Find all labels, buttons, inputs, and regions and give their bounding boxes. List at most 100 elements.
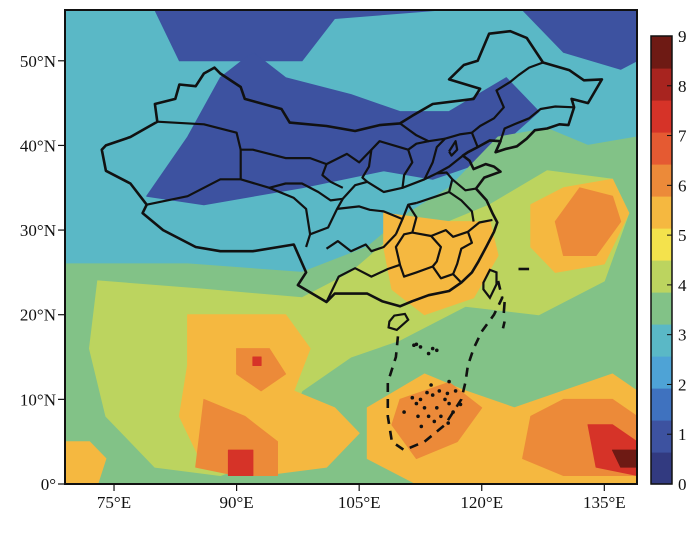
province-boundary-6	[309, 198, 344, 236]
contour-field	[65, 10, 637, 484]
colorbar-label: 1	[678, 425, 687, 444]
small-island-14	[451, 410, 455, 414]
small-island-26	[419, 424, 424, 429]
plot-frame	[64, 9, 638, 485]
province-boundary-12	[407, 204, 418, 233]
small-island-4	[435, 348, 439, 353]
small-island-20	[453, 389, 458, 393]
colorbar-segment	[651, 452, 672, 485]
contour-region-0	[65, 10, 637, 70]
contour-region-9	[195, 398, 278, 476]
small-island-23	[432, 419, 437, 424]
small-island-9	[447, 401, 451, 406]
province-boundary-13	[430, 229, 473, 275]
contour-region-14	[227, 449, 254, 476]
small-island-24	[446, 421, 451, 425]
province-boundary-9	[394, 218, 404, 235]
colorbar-label: 6	[678, 176, 687, 195]
y-tick-label: 30°N	[20, 221, 56, 240]
small-island-13	[426, 414, 431, 419]
contour-region-15	[252, 356, 262, 366]
colorbar-segment	[651, 228, 672, 261]
small-island-8	[435, 406, 439, 410]
x-tick-label: 75°E	[97, 493, 131, 512]
province-boundary-3	[269, 180, 403, 202]
colorbar-segment	[651, 356, 672, 389]
small-island-11	[418, 397, 423, 402]
small-island-18	[425, 390, 429, 395]
island-outline-0	[482, 268, 498, 300]
province-boundary-23	[407, 140, 429, 151]
province-boundary-19	[448, 140, 459, 157]
colorbar-segment	[651, 420, 672, 453]
small-island-27	[429, 383, 433, 387]
province-boundary-17	[451, 178, 477, 192]
small-island-5	[426, 351, 431, 356]
y-tick-label: 40°N	[20, 136, 56, 155]
colorbar-segment	[651, 100, 672, 133]
contour-region-8	[65, 441, 107, 484]
dash-fragment-2	[501, 321, 506, 329]
province-boundary-15	[416, 190, 475, 222]
province-boundary-10	[325, 263, 463, 303]
colorbar-label: 7	[678, 127, 687, 146]
island-outline-1	[387, 312, 410, 332]
x-tick-label: 105°E	[338, 493, 381, 512]
colorbar-segment	[651, 36, 672, 69]
small-island-17	[437, 389, 442, 393]
small-island-7	[430, 393, 435, 397]
y-tick-label: 10°N	[20, 390, 56, 409]
contour-region-11	[554, 187, 622, 256]
small-island-2	[412, 343, 416, 348]
colorbar-segment	[651, 292, 672, 325]
small-island-28	[447, 379, 451, 384]
province-boundary-14	[467, 218, 493, 233]
small-island-10	[422, 406, 427, 410]
y-tick-label: 20°N	[20, 306, 56, 325]
colorbar-label: 8	[678, 77, 687, 96]
small-island-15	[414, 401, 419, 406]
province-boundary-7	[325, 233, 397, 253]
dash-fragment-1	[502, 301, 506, 314]
small-island-1	[418, 345, 423, 349]
colorbar-label: 9	[678, 27, 687, 46]
province-boundary-21	[499, 105, 575, 142]
colorbar-segment	[651, 132, 672, 165]
small-island-21	[458, 402, 463, 407]
colorbar-segment	[651, 68, 672, 101]
small-island-19	[416, 414, 420, 419]
y-axis: 0° 10°N 20°N 30°N 40°N 50°N	[20, 52, 65, 494]
province-boundary-20	[471, 61, 544, 134]
small-island-25	[402, 410, 406, 414]
country-boundaries	[100, 29, 604, 452]
colorbar-label: 3	[678, 326, 687, 345]
province-boundary-4	[321, 163, 344, 189]
contour-region-10	[236, 348, 287, 392]
x-tick-label: 135°E	[583, 493, 626, 512]
colorbar-segment	[651, 388, 672, 421]
colorbar-frame	[650, 35, 673, 485]
province-boundary-11	[394, 231, 442, 268]
x-axis: 75°E 90°E 105°E 120°E 135°E	[97, 484, 626, 512]
colorbar-label: 0	[678, 475, 687, 494]
province-boundary-0	[157, 120, 464, 189]
colorbar-label: 5	[678, 226, 687, 245]
x-tick-label: 120°E	[460, 493, 503, 512]
x-tick-label: 90°E	[220, 493, 254, 512]
small-island-6	[443, 397, 447, 402]
province-boundary-16	[436, 171, 454, 193]
contour-region-17	[612, 449, 637, 468]
province-boundary-5	[361, 149, 373, 183]
colorbar-segment	[651, 164, 672, 197]
china-outline	[100, 29, 604, 308]
small-island-12	[439, 414, 443, 419]
colorbar: 0 1 2 3 4 5 6 7 8 9	[650, 27, 687, 494]
small-island-3	[430, 346, 435, 351]
y-tick-label: 0°	[41, 475, 56, 494]
province-boundary-22	[399, 122, 446, 143]
colorbar-label: 2	[678, 375, 687, 394]
colorbar-segment	[651, 260, 672, 293]
small-island-22	[410, 395, 415, 400]
y-tick-label: 50°N	[20, 52, 56, 71]
